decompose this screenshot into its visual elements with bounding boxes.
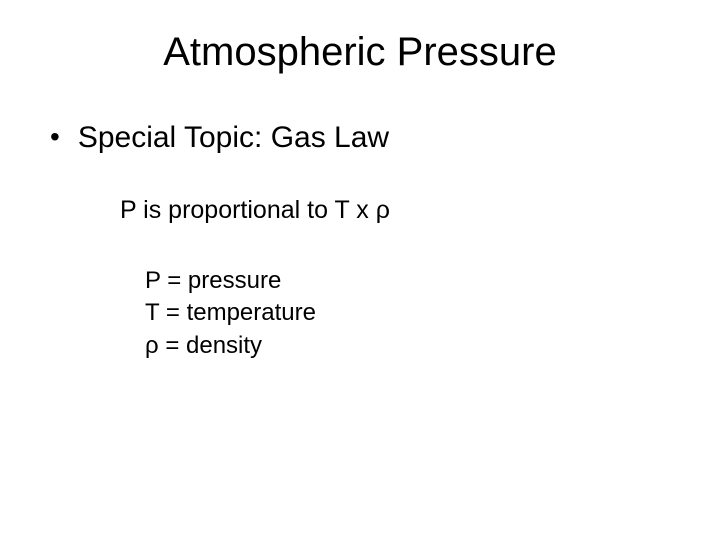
- proportional-statement: P is proportional to T x ρ: [120, 196, 680, 225]
- definitions-block: P = pressure T = temperature ρ = density: [145, 265, 680, 362]
- definition-line: T = temperature: [145, 297, 680, 329]
- slide-container: Atmospheric Pressure • Special Topic: Ga…: [0, 0, 720, 540]
- bullet-dot-icon: •: [50, 120, 60, 154]
- bullet-label: Special Topic: Gas Law: [78, 120, 389, 156]
- definition-line: P = pressure: [145, 265, 680, 297]
- bullet-item: • Special Topic: Gas Law: [50, 120, 680, 156]
- definition-line: ρ = density: [145, 330, 680, 362]
- slide-title: Atmospheric Pressure: [40, 30, 680, 75]
